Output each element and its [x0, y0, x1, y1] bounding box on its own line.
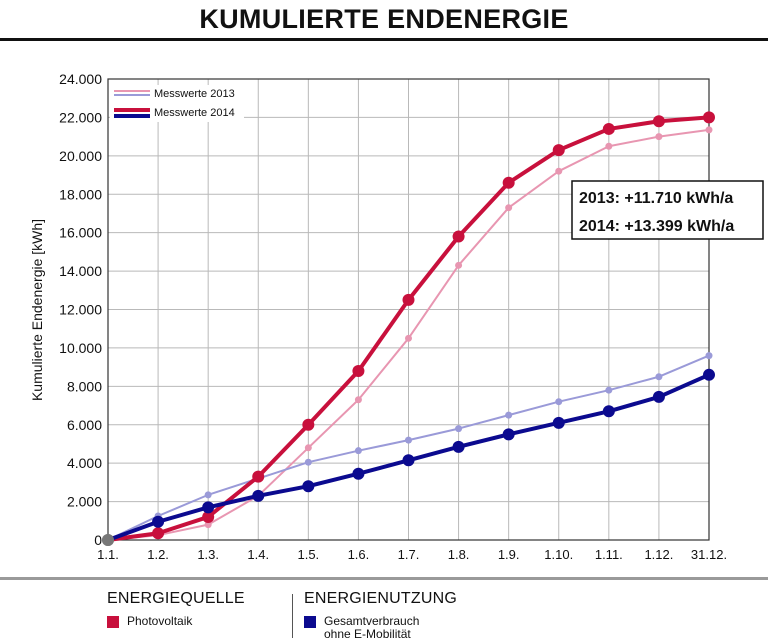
chart-title: KUMULIERTE ENDENERGIE [199, 4, 569, 34]
legend-source-label: Photovoltaik [127, 614, 193, 628]
y-tick-label: 8.000 [67, 378, 102, 394]
series-pv-2014-point [452, 230, 465, 243]
series-pv-2014-point [652, 115, 665, 128]
plot-frame [107, 78, 710, 541]
y-tick-label: 16.000 [59, 225, 102, 241]
title-rule [0, 38, 768, 41]
y-tick-label: 12.000 [59, 302, 102, 318]
series-use-2013-point [304, 458, 312, 466]
series-pv-2014-point [502, 176, 515, 189]
annotation-2014: 2014: +13.399 kWh/a [579, 218, 734, 235]
photovoltaik-swatch [107, 616, 119, 628]
x-tick-label: 1.5. [297, 547, 319, 562]
series-use-2014-point [502, 428, 515, 441]
y-tick-label: 10.000 [59, 340, 102, 356]
y-tick-label: 22.000 [59, 109, 102, 125]
series-use-2014-point [703, 368, 715, 381]
series-use-2013-point [354, 447, 362, 455]
x-tick-label: 31.12. [691, 547, 727, 562]
series-pv-2013-point [555, 167, 563, 175]
series-use-2014-point [152, 515, 165, 528]
annotation-box [571, 180, 764, 240]
series-use-2013-point [455, 425, 463, 433]
y-tick-label: 2.000 [67, 494, 102, 510]
y-tick-label: 24.000 [59, 71, 102, 87]
series-use-2014-point [252, 489, 265, 502]
series-pv-2013-point [505, 204, 513, 212]
series-use-2013-point [605, 386, 613, 394]
y-tick-label: 0 [94, 532, 102, 548]
x-tick-label: 1.6. [348, 547, 370, 562]
legend-source-heading: ENERGIEQUELLE [107, 590, 245, 607]
series-use-2013-point [405, 436, 412, 444]
series-use-2013-point [555, 398, 563, 406]
x-tick-label: 1.12. [644, 547, 673, 562]
series-use-2014-point [452, 440, 465, 453]
legend-use-heading: ENERGIENUTZUNG [304, 590, 458, 607]
series-pv-2013-point [605, 142, 613, 150]
x-tick-label: 1.3. [197, 547, 219, 562]
y-tick-label: 14.000 [59, 263, 102, 279]
series-pv-2013-point [354, 396, 362, 404]
y-tick-label: 20.000 [59, 148, 102, 164]
series-pv-2013-point [405, 334, 412, 342]
series-pv-2014-point [252, 470, 265, 483]
x-tick-label: 1.7. [398, 547, 420, 562]
series-use-2013-point [705, 352, 713, 360]
x-tick-label: 1.4. [247, 547, 269, 562]
series-pv-2014-point [302, 418, 315, 431]
consumption-swatch [304, 616, 316, 628]
legend-2014-label: Messwerte 2014 [154, 107, 235, 119]
series-pv-2014-point [152, 527, 165, 540]
y-tick-label: 4.000 [67, 455, 102, 471]
legend-2013-label: Messwerte 2013 [154, 88, 235, 100]
x-tick-label: 1.2. [147, 547, 169, 562]
x-tick-label: 1.1. [97, 547, 119, 562]
legend-energy-use: ENERGIENUTZUNG Gesamtverbrauch ohne E-Mo… [304, 590, 457, 641]
series-pv-2013-point [705, 126, 713, 134]
series-use-2014-point [202, 501, 215, 514]
x-tick-label: 1.11. [595, 547, 623, 562]
series-pv-2013-point [655, 133, 663, 141]
x-tick-label: 1.8. [448, 547, 470, 562]
series-pv-2013-point [304, 444, 312, 452]
y-tick-label: 6.000 [67, 417, 102, 433]
energy-chart: 0 2.000 4.000 6.000 8.000 10.000 12.000 14.000 1… [29, 71, 764, 562]
series-use-2013-point [204, 491, 212, 499]
series-use-2013-point [505, 411, 513, 419]
series-pv-2014-point [602, 122, 615, 135]
series-pv-2014-point [552, 144, 565, 157]
series-use-2014-point [602, 405, 615, 418]
series-use-2014-point [652, 390, 665, 403]
y-axis-label: Kumulierte Endenergie [kWh] [29, 219, 45, 401]
series-pv-2014-point [703, 111, 715, 124]
x-tick-label: 1.9. [498, 547, 520, 562]
y-tick-label: 18.000 [59, 186, 102, 202]
legend-divider [292, 594, 293, 638]
legend-use-label-2: ohne E-Mobilität [324, 627, 411, 641]
series-pv-2014-point [202, 510, 215, 523]
series-pv-2013-point [204, 521, 212, 529]
series-use-2013-point [655, 373, 663, 381]
x-tick-label: 1.10. [544, 547, 573, 562]
series-pv-2014-point [402, 293, 415, 306]
series-use-2014-point [552, 416, 565, 429]
series-use-2014-point [302, 480, 315, 493]
series-pv-2014-point [352, 364, 365, 377]
footer-rule [0, 577, 768, 580]
annotation-2013: 2013: +11.710 kWh/a [579, 190, 733, 207]
series-use-2014-point [352, 467, 365, 480]
legend-use-label-1: Gesamtverbrauch [324, 614, 420, 628]
series-use-2014-point [402, 454, 415, 467]
series-pv-2013-point [455, 261, 463, 269]
series-use-2014-point [102, 534, 114, 546]
legend-energy-source: ENERGIEQUELLE Photovoltaik [107, 590, 245, 628]
